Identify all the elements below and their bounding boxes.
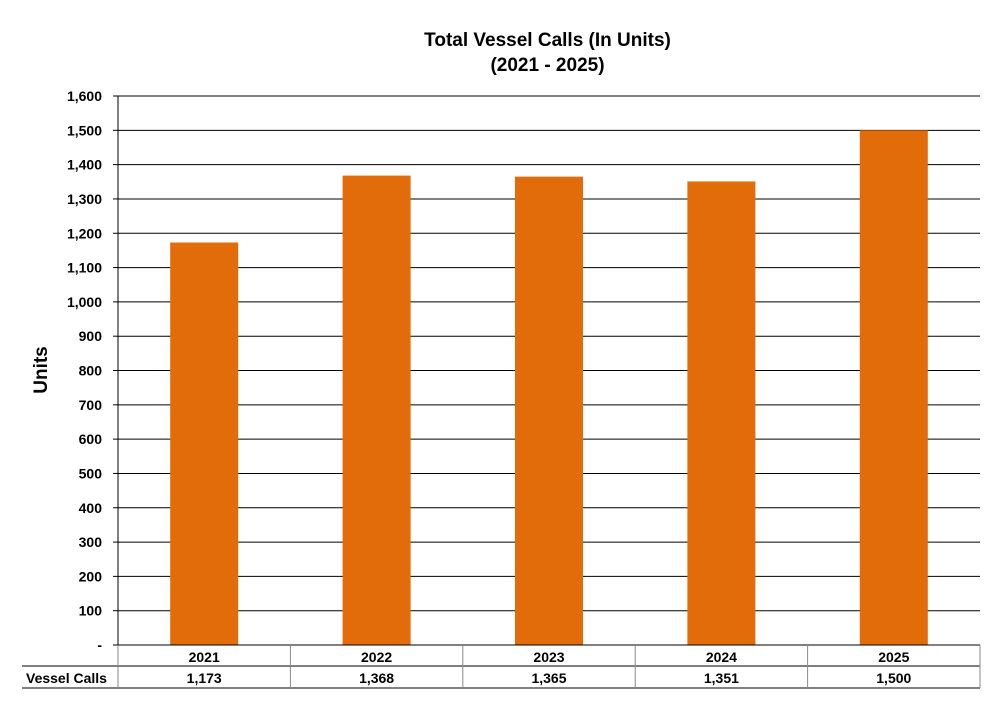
bar <box>342 175 411 646</box>
y-tick-label: 1,100 <box>67 260 102 276</box>
y-tick-label: 800 <box>79 363 103 379</box>
y-tick-label: 1,000 <box>67 294 102 310</box>
bar <box>859 130 928 645</box>
bars <box>170 130 928 646</box>
axes <box>117 96 980 646</box>
y-tick-label: 1,400 <box>67 157 102 173</box>
y-tick-label: 900 <box>79 328 103 344</box>
y-tick-label: 100 <box>79 603 103 619</box>
table-value: 1,365 <box>531 670 566 686</box>
y-tick-label: 1,200 <box>67 225 102 241</box>
y-tick-label: 200 <box>79 568 103 584</box>
y-tick-label: 1,500 <box>67 122 102 138</box>
table-value: 1,500 <box>876 670 911 686</box>
bar <box>515 176 583 645</box>
x-tick-label: 2024 <box>706 649 737 665</box>
bar <box>170 242 239 645</box>
table-series-label: Vessel Calls <box>26 670 107 686</box>
y-tick-label: 1,600 <box>67 88 102 104</box>
y-axis-ticks: - 100 200 300 400 500 600 700 800 900 1,000 1,100 1,… <box>67 88 118 653</box>
x-tick-label: 2023 <box>533 649 564 665</box>
y-tick-label: 700 <box>79 397 103 413</box>
bar <box>687 181 756 646</box>
y-tick-label: 400 <box>79 500 103 516</box>
chart-title: Total Vessel Calls (In Units) <box>424 30 671 51</box>
y-tick-label: 300 <box>79 534 103 550</box>
data-table: Vessel Calls 2021 1,173 2022 1,368 2023 1,365 2… <box>22 645 981 689</box>
y-tick-label: 500 <box>79 465 103 481</box>
y-tick-label: - <box>97 637 102 653</box>
x-tick-label: 2022 <box>361 649 392 665</box>
x-tick-label: 2025 <box>878 649 909 665</box>
table-value: 1,368 <box>359 670 394 686</box>
y-axis-label: Units <box>31 346 52 394</box>
y-tick-label: 600 <box>79 431 103 447</box>
table-value: 1,351 <box>704 670 739 686</box>
chart-title-block: Total Vessel Calls (In Units) (2021 - 20… <box>0 28 999 78</box>
chart-subtitle: (2021 - 2025) <box>490 55 605 76</box>
y-tick-label: 1,300 <box>67 191 102 207</box>
x-tick-label: 2021 <box>189 649 220 665</box>
table-value: 1,173 <box>187 670 222 686</box>
